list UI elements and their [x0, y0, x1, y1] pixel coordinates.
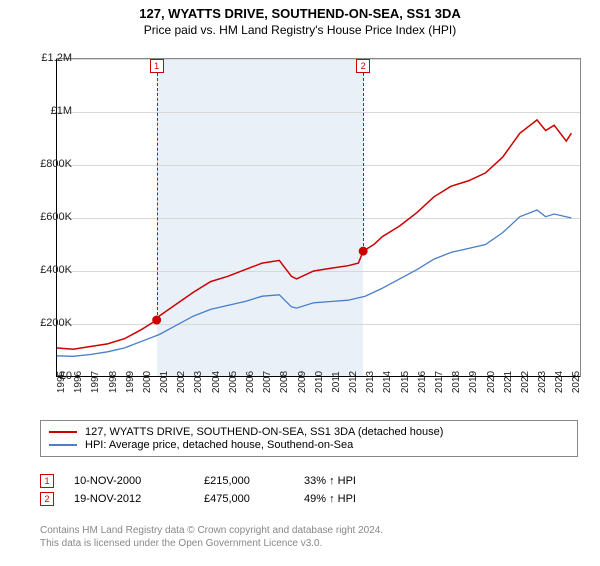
- y-tick-label: £800K: [28, 158, 72, 170]
- x-tick-label: 1997: [90, 371, 101, 393]
- x-tick-label: 2004: [211, 371, 222, 393]
- x-tick-label: 2021: [503, 371, 514, 393]
- x-tick-label: 2014: [382, 371, 393, 393]
- x-tick-label: 2019: [468, 371, 479, 393]
- x-tick-label: 2018: [451, 371, 462, 393]
- x-tick-label: 2000: [142, 371, 153, 393]
- transaction-date: 19-NOV-2012: [74, 493, 184, 505]
- legend-item: HPI: Average price, detached house, Sout…: [49, 439, 569, 451]
- x-tick-label: 2008: [279, 371, 290, 393]
- x-tick-label: 2016: [417, 371, 428, 393]
- footer-attribution: Contains HM Land Registry data © Crown c…: [40, 524, 560, 550]
- x-tick-label: 2025: [571, 371, 582, 393]
- footer-line-1: Contains HM Land Registry data © Crown c…: [40, 524, 560, 537]
- x-tick-label: 2001: [159, 371, 170, 393]
- x-tick-label: 2002: [176, 371, 187, 393]
- x-tick-label: 2015: [400, 371, 411, 393]
- x-tick-label: 1998: [108, 371, 119, 393]
- x-tick-label: 2005: [228, 371, 239, 393]
- legend-label: 127, WYATTS DRIVE, SOUTHEND-ON-SEA, SS1 …: [85, 426, 443, 438]
- transaction-price: £475,000: [204, 493, 284, 505]
- x-tick-label: 2023: [537, 371, 548, 393]
- marker-box-2: 2: [356, 59, 370, 73]
- legend-swatch: [49, 431, 77, 433]
- footer-line-2: This data is licensed under the Open Gov…: [40, 537, 560, 550]
- x-tick-label: 2006: [245, 371, 256, 393]
- x-tick-label: 2022: [520, 371, 531, 393]
- transaction-pct: 33% ↑ HPI: [304, 475, 384, 487]
- chart-title: 127, WYATTS DRIVE, SOUTHEND-ON-SEA, SS1 …: [0, 6, 600, 21]
- legend-swatch: [49, 444, 77, 446]
- chart-subtitle: Price paid vs. HM Land Registry's House …: [0, 23, 600, 37]
- transaction-marker: 2: [40, 492, 54, 506]
- legend-label: HPI: Average price, detached house, Sout…: [85, 439, 353, 451]
- y-tick-label: £400K: [28, 264, 72, 276]
- transaction-row: 2 19-NOV-2012 £475,000 49% ↑ HPI: [40, 492, 560, 506]
- x-tick-label: 2017: [434, 371, 445, 393]
- y-tick-label: £600K: [28, 211, 72, 223]
- legend-item: 127, WYATTS DRIVE, SOUTHEND-ON-SEA, SS1 …: [49, 426, 569, 438]
- transaction-pct: 49% ↑ HPI: [304, 493, 384, 505]
- y-tick-label: £200K: [28, 317, 72, 329]
- y-tick-label: £1M: [28, 105, 72, 117]
- transaction-price: £215,000: [204, 475, 284, 487]
- transaction-row: 1 10-NOV-2000 £215,000 33% ↑ HPI: [40, 474, 560, 488]
- x-tick-label: 2012: [348, 371, 359, 393]
- x-tick-label: 2003: [193, 371, 204, 393]
- chart-container: 127, WYATTS DRIVE, SOUTHEND-ON-SEA, SS1 …: [0, 6, 600, 566]
- legend: 127, WYATTS DRIVE, SOUTHEND-ON-SEA, SS1 …: [40, 420, 578, 457]
- transaction-date: 10-NOV-2000: [74, 475, 184, 487]
- x-tick-label: 2010: [314, 371, 325, 393]
- x-tick-label: 2013: [365, 371, 376, 393]
- series-property: [56, 120, 571, 349]
- marker-box-1: 1: [150, 59, 164, 73]
- x-tick-label: 2009: [297, 371, 308, 393]
- chart-lines: [56, 59, 580, 377]
- x-tick-label: 2020: [486, 371, 497, 393]
- x-tick-label: 2024: [554, 371, 565, 393]
- x-tick-label: 2007: [262, 371, 273, 393]
- transaction-marker: 1: [40, 474, 54, 488]
- x-tick-label: 1995: [56, 371, 67, 393]
- x-tick-label: 1999: [125, 371, 136, 393]
- plot-area: 12: [56, 58, 581, 377]
- x-tick-label: 1996: [73, 371, 84, 393]
- x-tick-label: 2011: [331, 371, 342, 393]
- transaction-table: 1 10-NOV-2000 £215,000 33% ↑ HPI 2 19-NOV-201…: [40, 470, 560, 510]
- y-tick-label: £1.2M: [28, 52, 72, 64]
